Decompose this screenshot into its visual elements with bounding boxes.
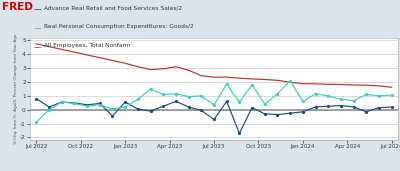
Y-axis label: % Chg. from Yr. Ago/2, Percent Change from Year Ago: % Chg. from Yr. Ago/2, Percent Change fr…	[14, 34, 18, 144]
Text: Real Personal Consumption Expenditures: Goods/2: Real Personal Consumption Expenditures: …	[44, 24, 194, 29]
Text: Advance Real Retail and Food Services Sales/2: Advance Real Retail and Food Services Sa…	[44, 5, 182, 10]
Text: FRED: FRED	[2, 2, 33, 12]
Text: —: —	[34, 24, 44, 33]
Text: —: —	[34, 43, 44, 52]
Text: All Employees, Total Nonfarm: All Employees, Total Nonfarm	[44, 43, 130, 48]
Text: —: —	[34, 5, 44, 14]
